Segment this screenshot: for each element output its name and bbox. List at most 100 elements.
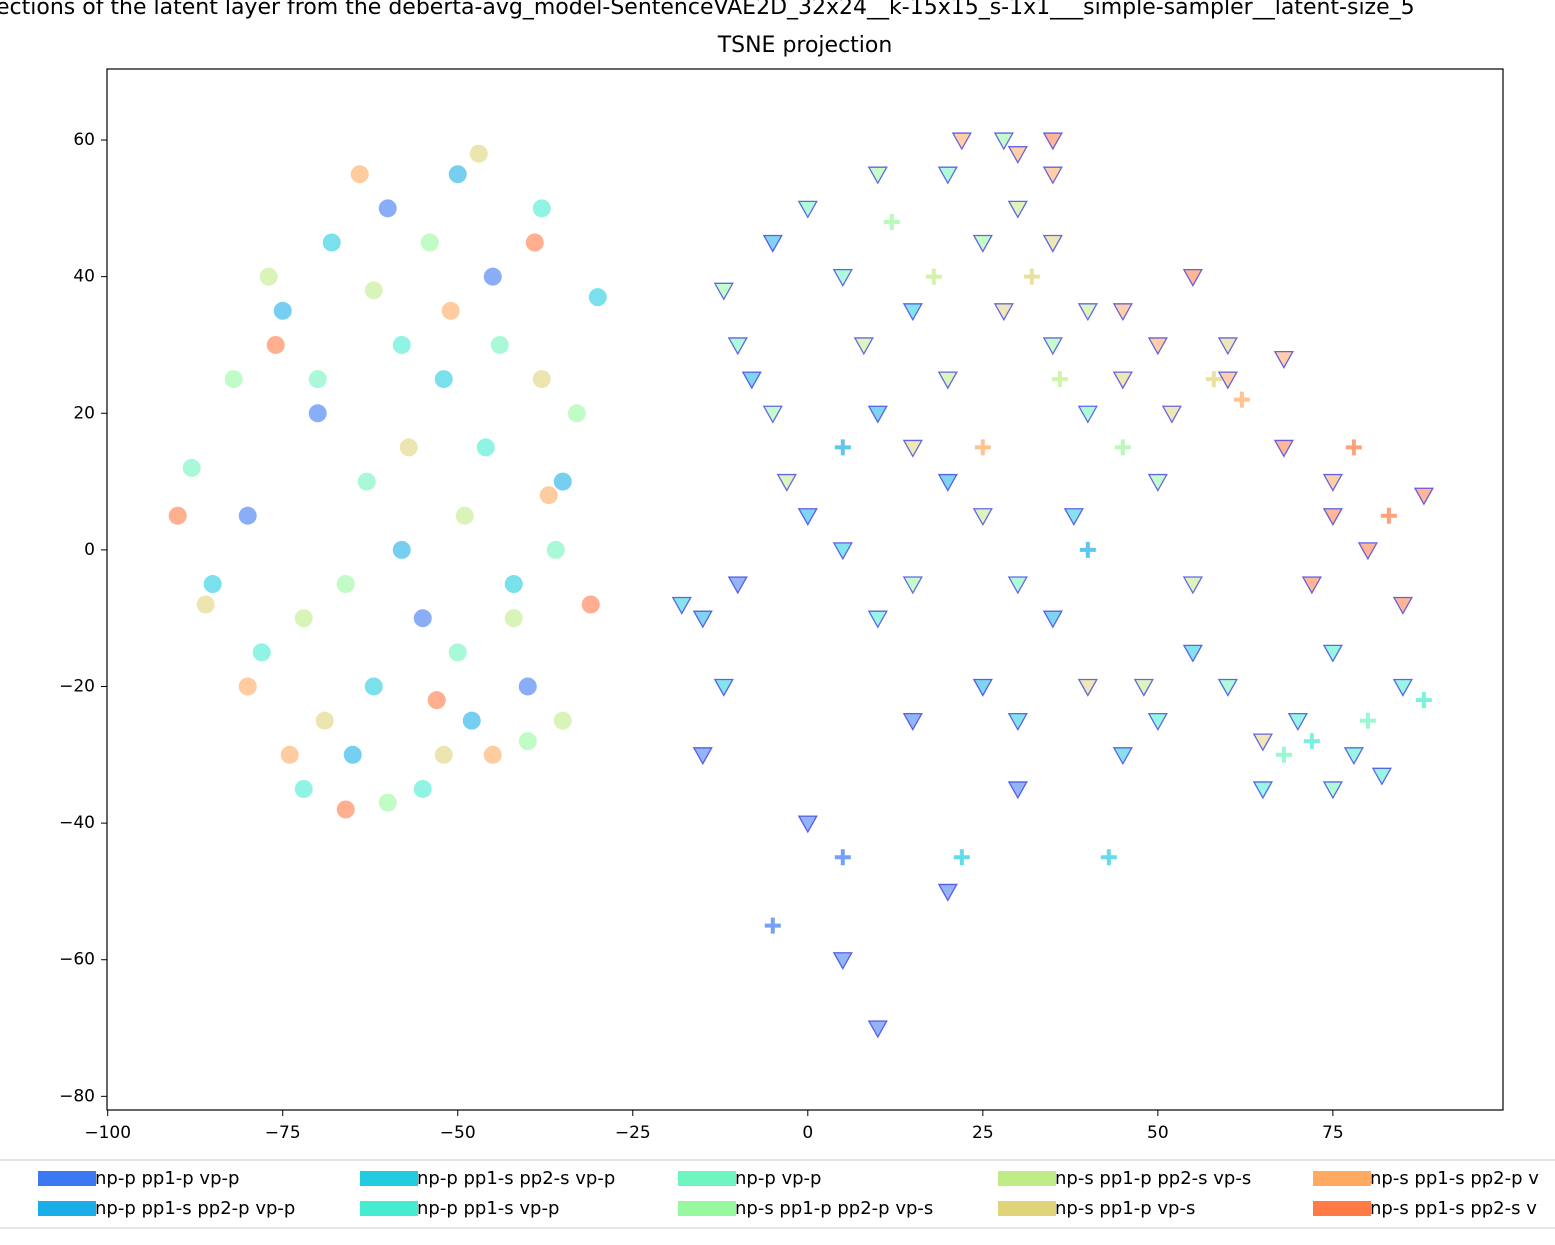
legend-swatch — [360, 1171, 418, 1186]
legend-swatch — [998, 1201, 1056, 1216]
point — [315, 711, 334, 730]
point — [483, 267, 502, 286]
point — [937, 371, 958, 390]
legend-swatch — [360, 1201, 418, 1216]
point — [797, 815, 818, 834]
point — [336, 575, 355, 594]
point — [974, 439, 991, 456]
x-tick-label: 75 — [1322, 1123, 1344, 1143]
point — [483, 745, 502, 764]
point — [832, 269, 853, 287]
point — [203, 575, 222, 594]
point — [853, 337, 874, 356]
point — [1133, 678, 1154, 697]
legend-swatch — [38, 1171, 96, 1186]
point — [762, 234, 783, 253]
point — [1359, 712, 1376, 729]
point — [1051, 371, 1068, 388]
point — [1063, 508, 1084, 527]
point — [1042, 610, 1063, 629]
point — [490, 335, 509, 354]
point — [1182, 644, 1203, 663]
point — [455, 506, 474, 525]
point — [692, 747, 713, 766]
point — [1252, 781, 1273, 800]
point — [692, 610, 713, 629]
point — [322, 233, 341, 252]
point — [434, 745, 453, 764]
point — [1322, 644, 1343, 663]
point — [1252, 733, 1273, 752]
point — [567, 404, 586, 423]
point — [1042, 166, 1063, 185]
point — [1303, 733, 1320, 750]
x-tick-label: −50 — [440, 1123, 476, 1143]
point — [1343, 747, 1364, 766]
point — [1371, 767, 1392, 786]
point — [392, 540, 411, 559]
point — [1007, 713, 1028, 731]
point — [273, 301, 292, 320]
point — [797, 200, 818, 219]
point — [764, 917, 781, 934]
point — [1275, 746, 1292, 763]
point — [937, 166, 958, 185]
point — [399, 438, 418, 457]
legend-swatch — [1313, 1171, 1371, 1186]
point — [834, 849, 851, 866]
point — [546, 540, 565, 559]
point — [518, 677, 537, 696]
point — [832, 542, 853, 561]
point — [280, 745, 299, 764]
point — [413, 779, 432, 798]
legend-label: np-p pp1-s vp-p — [417, 1198, 559, 1219]
legend-swatch — [998, 1171, 1056, 1186]
point — [441, 301, 460, 320]
point — [1357, 542, 1378, 561]
chart-title: ections of the latent layer from the deb… — [0, 0, 1415, 20]
point — [776, 473, 797, 492]
point — [1007, 146, 1028, 165]
y-tick-label: 60 — [73, 130, 95, 150]
point — [1007, 200, 1028, 219]
point — [1112, 371, 1133, 390]
point — [925, 268, 942, 285]
point — [427, 691, 446, 710]
point — [951, 132, 972, 151]
point — [762, 405, 783, 424]
point — [1100, 849, 1117, 866]
point — [1112, 303, 1133, 322]
point — [350, 165, 369, 184]
point — [937, 883, 958, 902]
point — [1322, 781, 1343, 800]
y-tick-label: −60 — [59, 950, 95, 970]
y-tick-label: −40 — [59, 813, 95, 833]
point — [972, 678, 993, 697]
point — [1345, 439, 1362, 456]
point — [539, 486, 558, 505]
point — [378, 199, 397, 218]
point — [1112, 747, 1133, 766]
point — [308, 370, 327, 389]
point — [532, 370, 551, 389]
point — [1301, 576, 1322, 595]
point — [168, 506, 187, 525]
point — [378, 793, 397, 812]
point — [1233, 391, 1250, 408]
point — [224, 370, 243, 389]
point — [953, 849, 970, 866]
point — [1217, 678, 1238, 697]
point — [902, 576, 923, 595]
point — [1380, 507, 1397, 524]
legend-label: np-p pp1-s pp2-p vp-p — [95, 1198, 295, 1219]
point — [518, 732, 537, 751]
point — [1273, 439, 1294, 458]
points — [168, 132, 1435, 1039]
x-tick-label: 0 — [802, 1123, 813, 1143]
point — [741, 371, 762, 390]
point — [1392, 596, 1414, 615]
point — [252, 643, 271, 662]
legend-label: np-p vp-p — [735, 1168, 821, 1189]
point — [902, 303, 923, 322]
point — [364, 281, 383, 300]
